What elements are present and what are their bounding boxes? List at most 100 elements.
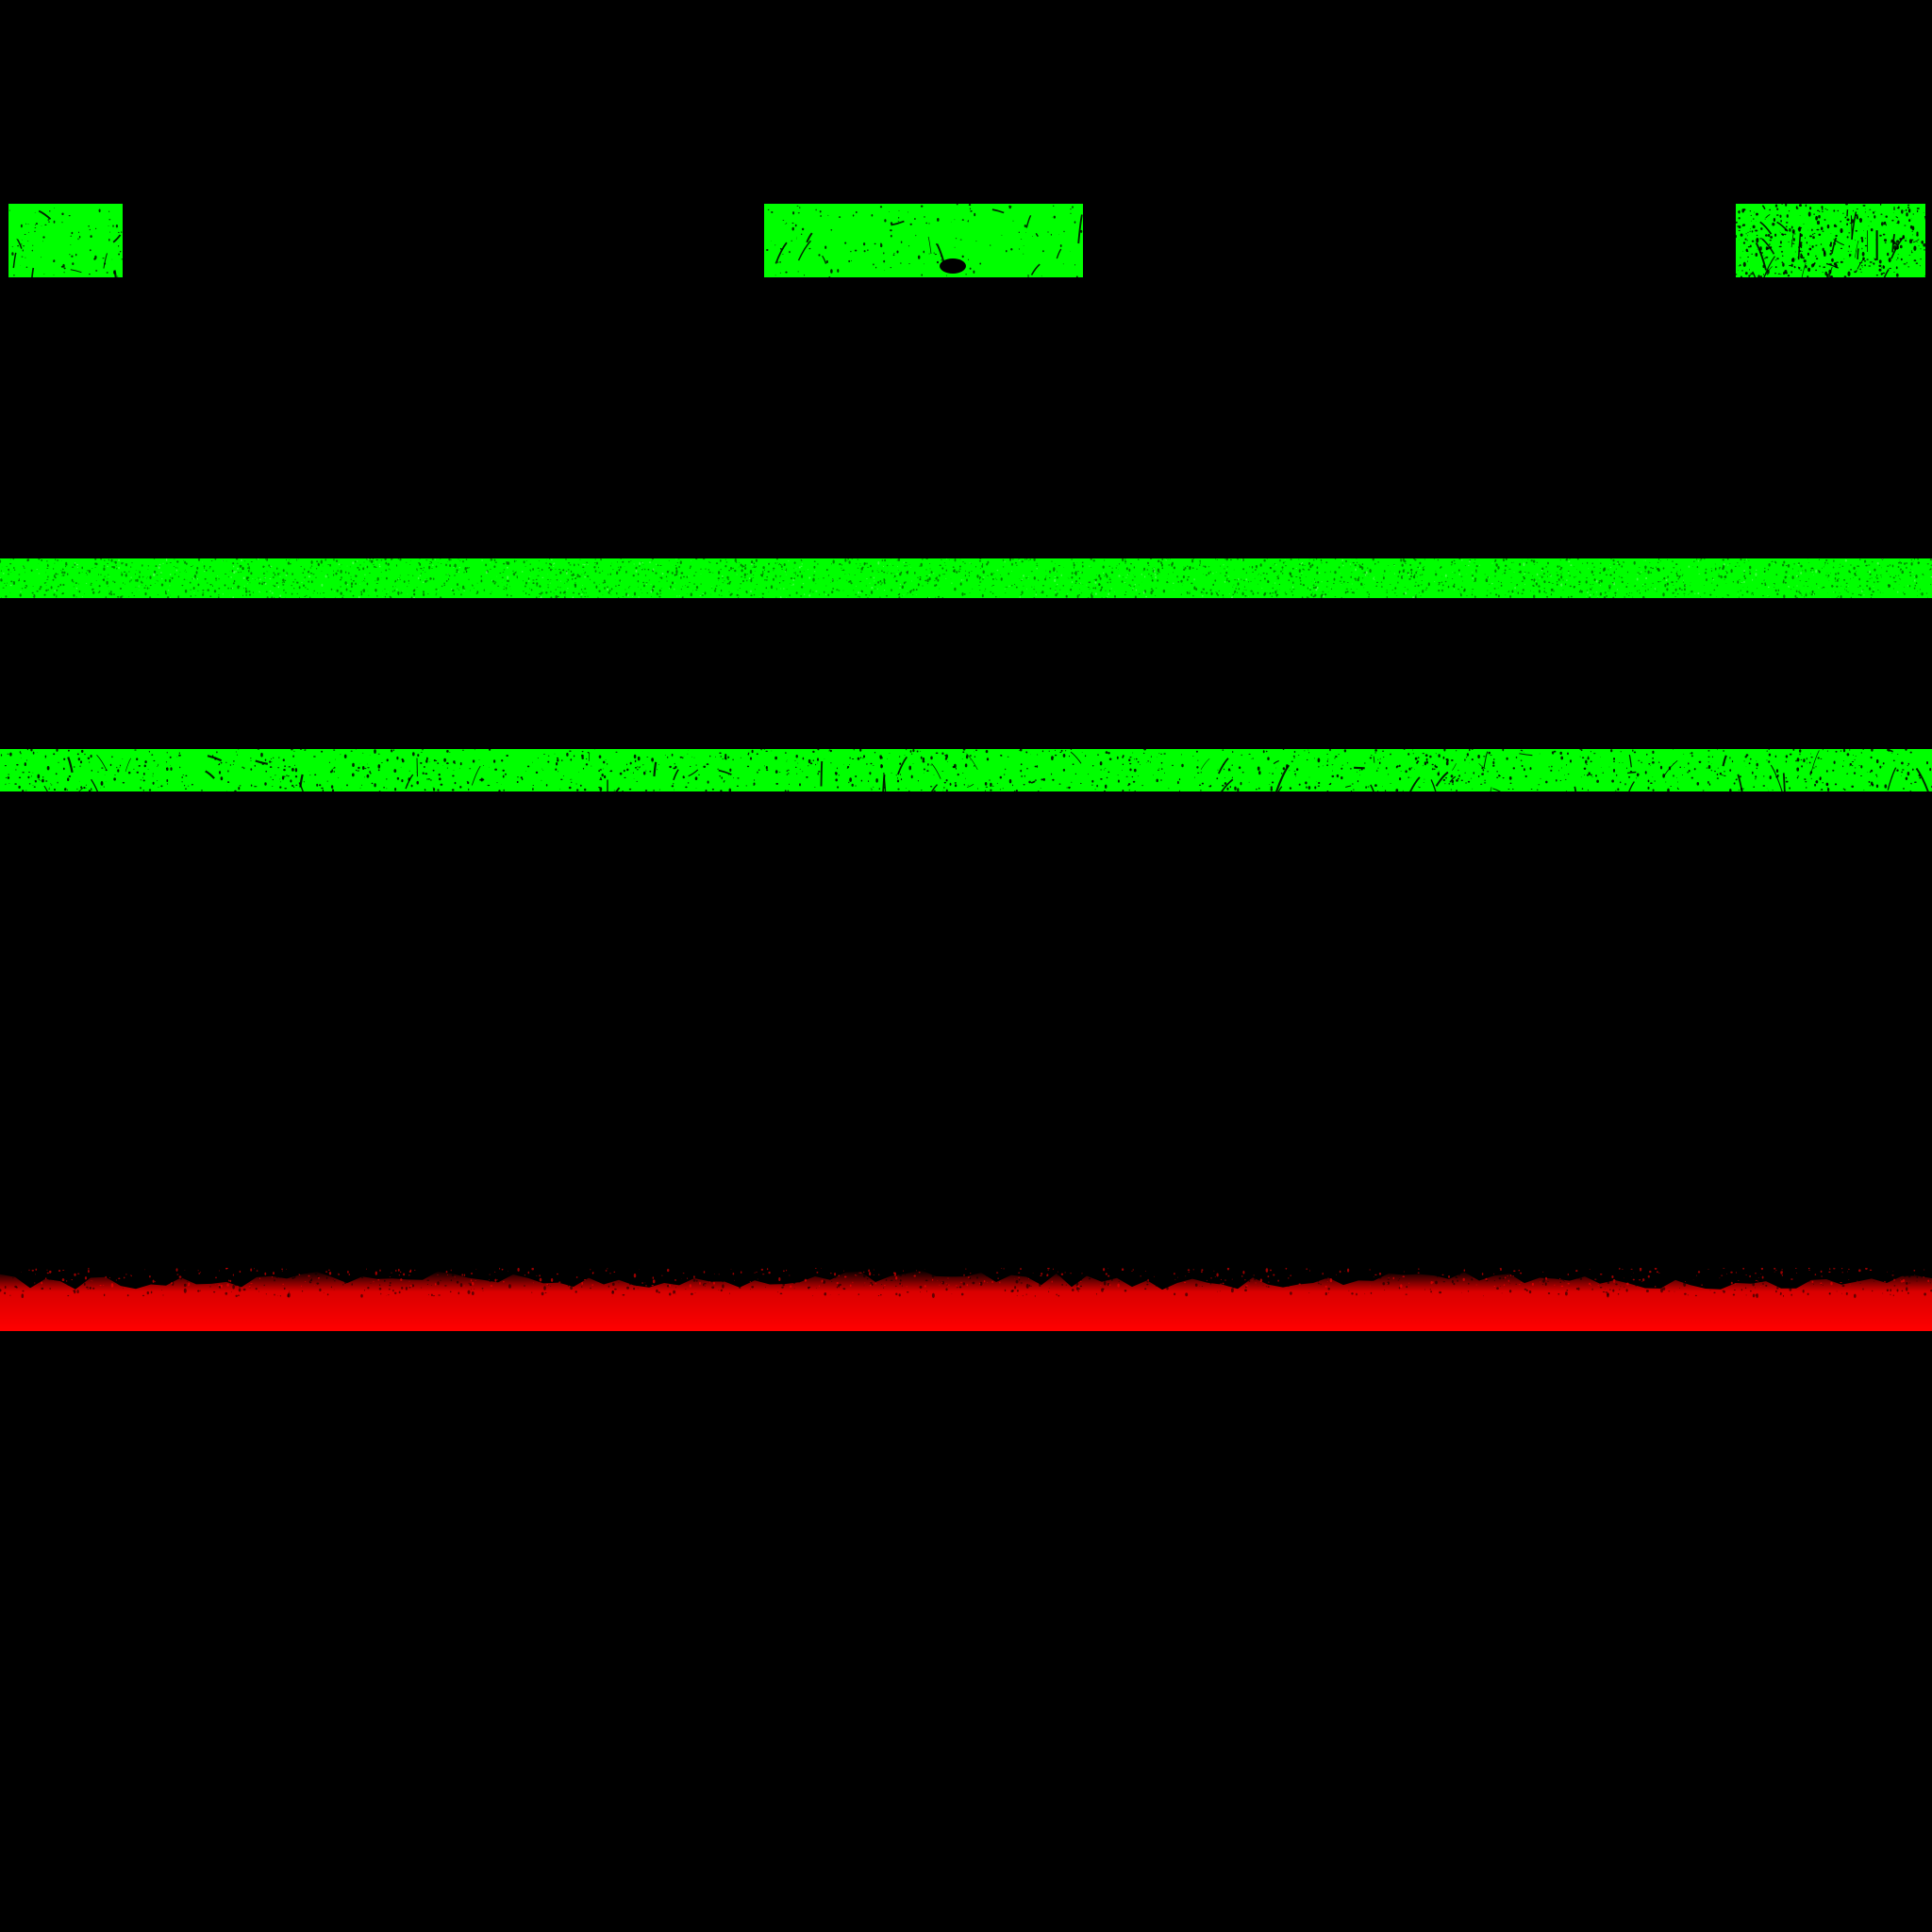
texture-speck	[514, 571, 517, 574]
texture-scratch	[1801, 262, 1807, 277]
texture-speck	[1716, 584, 1719, 587]
texture-speck	[24, 567, 25, 569]
texture-speck	[995, 577, 996, 579]
texture-speck	[285, 574, 288, 576]
texture-speck	[224, 573, 227, 575]
texture-speck	[128, 571, 130, 573]
texture-speck	[1314, 578, 1316, 580]
texture-speck	[1151, 577, 1153, 579]
texture-speck	[1826, 208, 1828, 211]
texture-speck	[917, 255, 921, 259]
texture-speck	[1803, 585, 1805, 587]
texture-speck	[724, 558, 726, 561]
texture-speck	[121, 573, 124, 576]
texture-speck	[264, 782, 267, 786]
texture-speck	[363, 561, 365, 563]
texture-speck	[986, 576, 988, 577]
texture-speck	[1652, 761, 1655, 764]
texture-speck	[917, 583, 920, 587]
texture-speck	[1517, 591, 1520, 594]
texture-speck	[1131, 775, 1134, 778]
texture-speck	[520, 776, 523, 779]
texture-speck	[386, 592, 388, 595]
texture-speck	[1265, 573, 1268, 575]
texture-speck	[45, 572, 47, 574]
texture-speck	[104, 559, 106, 561]
texture-speck	[801, 563, 803, 565]
texture-speck	[1568, 595, 1570, 598]
texture-speck	[1902, 591, 1905, 593]
texture-speck	[1729, 757, 1731, 759]
texture-speck	[1775, 574, 1778, 575]
texture-speck	[1262, 572, 1265, 575]
texture-speck	[1764, 258, 1766, 259]
texture-speck	[1822, 749, 1824, 751]
texture-speck	[1820, 226, 1824, 231]
texture-speck	[63, 758, 66, 760]
texture-speck	[1833, 566, 1834, 567]
texture-speck	[119, 764, 122, 767]
texture-speck	[173, 566, 175, 568]
texture-speck	[1412, 596, 1415, 598]
texture-speck	[1492, 760, 1495, 765]
texture-speck	[1350, 575, 1352, 578]
texture-speck	[651, 595, 653, 597]
texture-speck	[1787, 275, 1790, 277]
texture-speck	[1382, 750, 1385, 752]
texture-speck	[229, 594, 230, 596]
texture-speck	[1116, 756, 1119, 759]
texture-speck	[392, 586, 394, 588]
texture-speck	[671, 785, 675, 788]
texture-speck	[819, 210, 822, 213]
texture-speck	[680, 572, 682, 575]
texture-speck	[417, 754, 420, 758]
texture-speck	[1002, 788, 1004, 790]
texture-speck	[860, 591, 862, 594]
texture-speck	[1248, 753, 1251, 755]
texture-speck	[1131, 579, 1134, 581]
texture-speck	[506, 593, 508, 597]
texture-speck	[307, 571, 310, 574]
texture-speck	[1258, 787, 1260, 790]
texture-speck	[671, 572, 674, 575]
texture-speck	[1599, 591, 1603, 596]
texture-speck	[469, 768, 472, 770]
texture-speck	[1795, 575, 1798, 577]
texture-speck	[1747, 586, 1748, 588]
texture-speck	[235, 570, 237, 573]
texture-speck	[525, 591, 527, 595]
texture-speck	[1227, 580, 1230, 583]
texture-speck	[95, 580, 98, 581]
texture-speck	[705, 568, 707, 570]
green-block-right-specks	[1736, 204, 1925, 277]
texture-speck	[1080, 572, 1082, 574]
texture-speck	[626, 768, 629, 772]
texture-speck	[873, 765, 874, 766]
texture-speck	[1791, 575, 1794, 579]
texture-speck	[1610, 575, 1611, 576]
texture-speck	[858, 591, 860, 594]
texture-speck	[1900, 578, 1902, 580]
texture-speck	[1681, 575, 1683, 576]
texture-speck	[978, 584, 980, 587]
texture-speck	[1157, 573, 1158, 575]
texture-speck	[1279, 559, 1281, 562]
texture-speck	[1767, 568, 1770, 571]
texture-speck	[1870, 221, 1872, 223]
texture-speck	[1557, 578, 1560, 581]
texture-speck	[637, 573, 640, 575]
texture-speck	[506, 566, 508, 569]
texture-speck	[279, 573, 281, 575]
texture-speck	[287, 775, 290, 777]
texture-speck	[1248, 581, 1249, 583]
texture-speck	[439, 596, 442, 598]
texture-speck	[603, 774, 607, 779]
texture-speck	[1616, 562, 1618, 565]
texture-speck	[502, 571, 505, 573]
texture-speck	[1819, 265, 1821, 268]
texture-speck	[1743, 580, 1745, 584]
texture-speck	[862, 242, 866, 246]
texture-speck	[1860, 237, 1863, 240]
texture-speck	[1874, 215, 1876, 219]
texture-speck	[621, 581, 622, 582]
